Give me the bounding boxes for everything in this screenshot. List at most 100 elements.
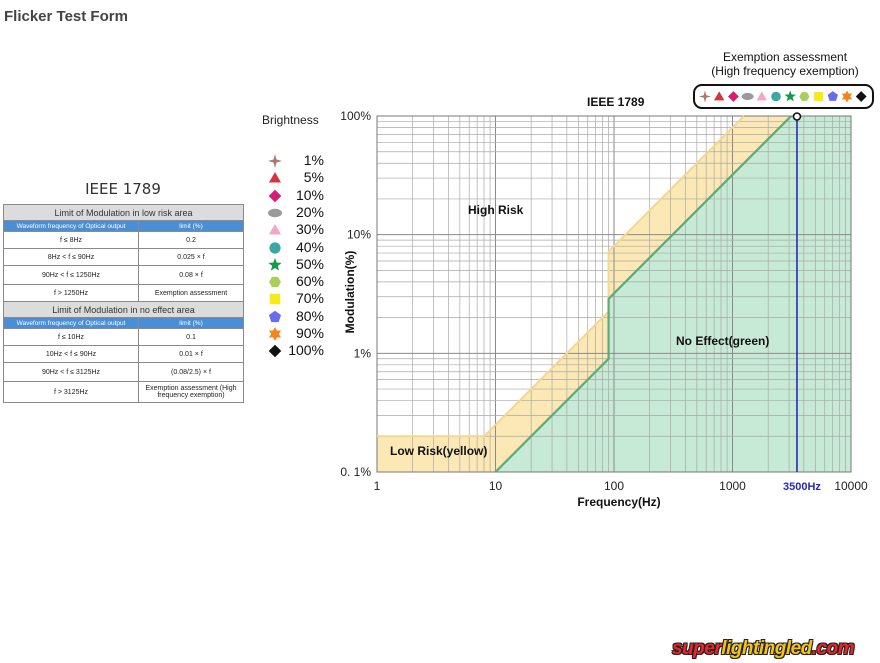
exemption-circle-icon [771,91,781,102]
brightness-label: 20% [295,203,324,220]
low-risk-boundary [377,115,745,438]
low-risk-label: Low Risk(yellow) [390,444,487,458]
square-marker [269,294,281,305]
x-tick-label: 10 [489,479,503,493]
exemption-ellipse-icon [741,92,754,101]
no-effect-area [495,116,851,472]
diamond-icon [268,189,282,202]
brightness-label: 90% [295,325,324,341]
brightness-legend-item: 100% [262,342,332,358]
measured-point [792,112,802,121]
column-header: Waveform frequency of Optical output [3,220,139,232]
table-cell: 90Hz < f ≤ 3125Hz [3,362,139,382]
brightness-legend-item: 5% [262,169,332,185]
four-point-star-marker [268,154,282,168]
diamond-marker [268,189,282,202]
brightness-label: 100% [288,342,324,359]
brightness-title: Brightness [262,113,319,127]
brightness-label: 70% [295,290,324,307]
exemption-title-line2: (High frequency exemption) [711,64,859,78]
exemption-symbol-box [693,84,874,109]
brightness-label: 5% [303,169,324,186]
ellipse-marker [268,208,282,218]
table-cell: (0.08/2.5) × f [138,362,244,382]
x-tick-label: 1000 [719,479,746,493]
y-axis-label: Modulation(%) [343,251,357,334]
triangle-marker [268,172,282,183]
exemption-star-icon [784,90,796,102]
table-cell: f ≤ 10Hz [3,328,139,346]
pentagon-icon [269,310,281,322]
table-cell: 0.025 × f [138,248,244,266]
column-header: limit (%) [138,317,244,329]
brightness-label: 50% [295,255,324,272]
brightness-label: 30% [295,221,324,238]
diamond-marker [268,344,282,358]
low-risk-area [377,116,851,472]
exemption-pentagon-icon [827,91,838,101]
exemption-triangle-icon [756,91,767,101]
table-cell: 90Hz < f ≤ 1250Hz [3,265,139,285]
x-tick-label: 10000 [834,479,868,493]
four-point-star-icon [268,154,282,168]
exemption-diamond-icon [855,91,867,102]
column-header: Waveform frequency of Optical output [3,317,139,329]
chart-title: IEEE 1789 [587,95,645,109]
exemption-diamond-icon [728,91,739,102]
y-tick-label: 10% [347,228,371,242]
brightness-label: 80% [295,307,324,324]
table-cell: f > 3125Hz [3,381,139,403]
pentagon-marker [269,310,281,322]
hexagon-marker [269,276,281,288]
exemption-square-icon [814,92,824,101]
table-cell: f ≤ 8Hz [3,231,139,249]
brightness-legend-item: 30% [262,221,332,237]
table-cell: 0.01 × f [138,345,244,363]
high-risk-label: High Risk [468,203,524,217]
brightness-label: 10% [295,186,324,203]
triangle-icon [268,172,282,183]
brightness-legend-item: 60% [262,273,332,289]
brightness-legend-item: 40% [262,239,332,255]
brightness-label: 60% [295,273,324,290]
standard-table: Limit of Modulation in low risk area Wav… [3,204,244,403]
triangle-icon [268,224,282,235]
brightness-label: 40% [295,238,324,255]
table-cell: f > 1250Hz [3,284,139,302]
exemption-title-line1: Exemption assessment [722,50,848,64]
triangle-marker [268,224,282,235]
exemption-symbols [699,90,867,103]
brightness-legend-item: 70% [262,290,332,306]
table-cell: Exemption assessment (High frequency exe… [138,381,244,403]
exemption-four-point-star-icon [699,90,711,103]
table-cell: 8Hz < f ≤ 90Hz [3,248,139,266]
exemption-triangle-icon [714,91,725,101]
square-icon [269,294,281,305]
low-risk-title: Limit of Modulation in low risk area [3,204,244,221]
table-cell: Exemption assessment [138,284,244,302]
no-effect-label: No Effect(green) [676,334,769,348]
brightness-legend-item: 10% [262,187,332,203]
ellipse-icon [268,208,282,218]
exemption-six-point-star-icon [841,90,853,103]
circle-marker [269,241,281,254]
y-tick-label: 100% [340,109,371,123]
table-cell: 0.2 [138,231,244,249]
hexagon-icon [269,276,281,288]
x-tick-label: 100 [604,479,624,493]
exemption-title: Exemption assessment (High frequency exe… [690,50,880,78]
star-icon [268,257,282,271]
marker-line-label: 3500Hz [783,481,821,493]
brightness-label: 1% [303,152,324,168]
no-effect-boundary [494,115,792,473]
y-tick-label: 0. 1% [340,465,371,479]
no-effect-title: Limit of Modulation in no effect area [3,301,244,318]
plot-frame [376,115,852,473]
standard-heading: IEEE 1789 [85,180,161,198]
six-point-star-marker [268,327,282,341]
circle-icon [269,241,281,254]
six-point-star-icon [268,327,282,341]
table-cell: 0.1 [138,328,244,346]
grid [376,116,851,473]
table-cell: 10Hz < f ≤ 90Hz [3,345,139,363]
